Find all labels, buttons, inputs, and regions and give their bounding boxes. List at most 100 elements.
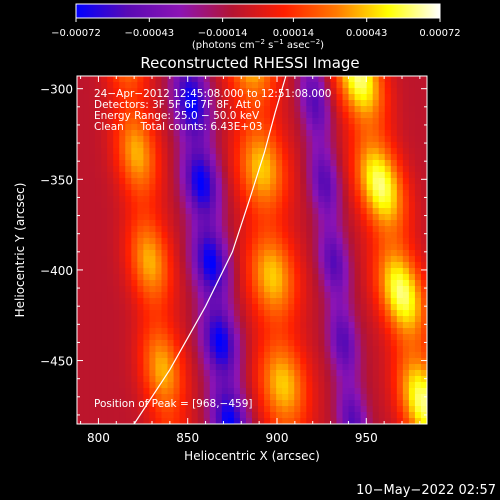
heatmap-cell [348,400,356,407]
heatmap-cell [137,316,144,323]
heatmap-cell [239,232,247,239]
heatmap-cell [330,394,338,401]
heatmap-cell [95,316,102,323]
heatmap-cell [77,262,84,269]
heatmap-cell [354,256,362,263]
heatmap-cell [173,268,181,275]
heatmap-cell [276,358,283,365]
heatmap-cell [191,376,199,383]
heatmap-cell [125,88,132,95]
heatmap-cell [227,286,235,293]
heatmap-cell [276,154,283,161]
heatmap-cell [137,136,144,143]
heatmap-cell [360,280,368,287]
heatmap-cell [167,76,175,83]
heatmap-cell [209,220,217,227]
heatmap-cell [101,100,108,107]
heatmap-cell [107,346,114,353]
heatmap-cell [179,118,187,125]
heatmap-cell [161,196,169,203]
heatmap-cell [360,208,368,215]
heatmap-cell [282,178,289,185]
heatmap-cell [420,256,427,263]
heatmap-cell [107,178,114,185]
heatmap-cell [209,412,217,419]
heatmap-cell [239,154,247,161]
heatmap-cell [245,154,253,161]
heatmap-cell [143,304,151,311]
heatmap-cell [113,214,120,221]
heatmap-cell [288,316,295,323]
heatmap-cell [185,172,193,179]
heatmap-cell [306,142,313,149]
heatmap-cell [270,166,277,173]
heatmap-cell [378,250,386,257]
heatmap-cell [258,334,265,341]
heatmap-cell [119,262,126,269]
heatmap-cell [197,94,205,101]
heatmap-cell [209,316,217,323]
heatmap-cell [384,226,392,233]
heatmap-cell [396,352,404,359]
heatmap-cell [167,298,175,305]
heatmap-cell [149,292,157,299]
heatmap-cell [185,412,193,419]
heatmap-cell [203,160,211,167]
heatmap-cell [215,214,223,221]
heatmap-cell [209,346,217,353]
heatmap-cell [300,304,307,311]
heatmap-cell [191,190,199,197]
heatmap-cell [125,364,132,371]
heatmap-cell [185,166,193,173]
heatmap-cell [137,298,144,305]
heatmap-cell [372,388,380,395]
heatmap-cell [390,100,398,107]
heatmap-cell [330,148,338,155]
heatmap-cell [101,76,108,83]
heatmap-cell [348,184,356,191]
heatmap-cell [215,238,223,245]
heatmap-cell [107,112,114,119]
heatmap-cell [101,220,108,227]
heatmap-cell [239,358,247,365]
heatmap-cell [342,148,350,155]
heatmap-cell [131,112,138,119]
heatmap-cell [324,112,332,119]
heatmap-cell [366,202,374,209]
heatmap-cell [155,196,163,203]
heatmap-cell [119,118,126,125]
heatmap-cell [131,118,138,125]
heatmap-cell [221,268,229,275]
heatmap-cell [245,106,253,113]
heatmap-cell [77,106,84,113]
heatmap-cell [390,376,398,383]
heatmap-cell [372,244,380,251]
heatmap-cell [107,304,114,311]
heatmap-cell [336,202,344,209]
heatmap-cell [390,286,398,293]
heatmap-cell [131,310,138,317]
heatmap-cell [197,184,205,191]
heatmap-cell [294,352,301,359]
heatmap-cell [372,214,380,221]
heatmap-cell [354,76,362,83]
heatmap-cell [239,298,247,305]
heatmap-cell [324,88,332,95]
heatmap-cell [396,310,404,317]
heatmap-cell [396,412,404,419]
heatmap-cell [270,76,277,83]
heatmap-cell [342,364,350,371]
heatmap-cell [83,388,90,395]
heatmap-cell [179,220,187,227]
heatmap-cell [420,196,427,203]
heatmap-cell [282,82,289,89]
heatmap-cell [252,328,259,335]
heatmap-image [77,76,427,424]
heatmap-cell [282,292,289,299]
heatmap-cell [149,340,157,347]
heatmap-cell [420,418,427,424]
heatmap-cell [113,166,120,173]
heatmap-cell [185,238,193,245]
heatmap-cell [306,304,313,311]
heatmap-cell [197,130,205,137]
